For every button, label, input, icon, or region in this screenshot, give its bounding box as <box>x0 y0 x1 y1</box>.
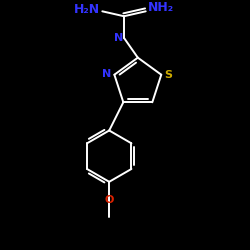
Text: NH₂: NH₂ <box>148 1 174 14</box>
Text: O: O <box>104 194 114 204</box>
Text: N: N <box>114 33 123 43</box>
Text: S: S <box>164 70 172 80</box>
Text: H₂N: H₂N <box>74 3 100 16</box>
Text: N: N <box>102 69 112 79</box>
